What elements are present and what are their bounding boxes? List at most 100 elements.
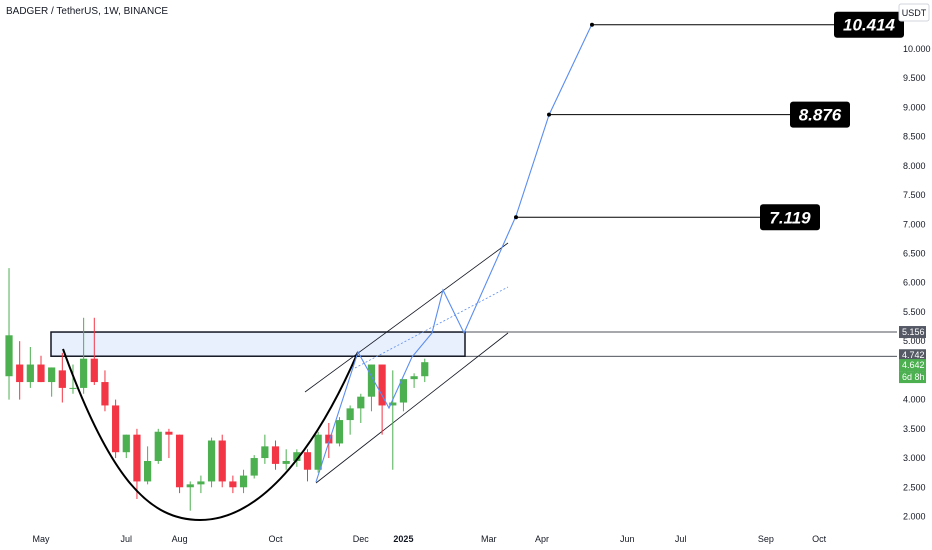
time-tick-label: Sep: [758, 534, 774, 544]
candle-body: [122, 434, 130, 453]
target-label-box: [834, 11, 904, 38]
candle-body: [229, 481, 237, 488]
time-tick-label: Oct: [812, 534, 827, 544]
candle-body: [389, 402, 397, 406]
candle-body: [303, 452, 312, 470]
candle-body: [16, 364, 24, 383]
time-tick-label: Jul: [121, 534, 133, 544]
time-tick-label: Apr: [535, 534, 549, 544]
price-tick-label: 10.000: [903, 44, 931, 54]
target-label-box: [790, 101, 850, 128]
candle-body: [90, 358, 98, 383]
candle-body: [37, 364, 45, 383]
candle-body: [154, 431, 162, 461]
chart-title: BADGER / TetherUS, 1W, BINANCE: [6, 6, 168, 17]
price-axis[interactable]: 2.0002.5003.0003.5004.0004.5005.0005.500…: [903, 44, 931, 522]
candle-body: [293, 452, 301, 461]
channel-upper-line: [304, 242, 509, 393]
last-price-tag: 4.642: [902, 360, 925, 370]
price-tick-label: 5.500: [903, 307, 926, 317]
price-tick-label: 9.500: [903, 73, 926, 83]
projection-group: [315, 23, 593, 483]
candle-body: [325, 434, 333, 444]
resistance-zone-box: [50, 331, 466, 357]
time-tick-label: Mar: [481, 534, 497, 544]
candle-body: [357, 396, 365, 409]
candle-body: [69, 387, 77, 389]
candle-body: [58, 370, 66, 388]
resistance-zone-group: [50, 331, 897, 357]
candles-group: [5, 268, 429, 511]
price-tick-label: 2.000: [903, 512, 926, 522]
candle-body: [112, 405, 120, 453]
time-tick-label: Aug: [172, 534, 188, 544]
price-tick-label: 7.000: [903, 219, 926, 229]
targets-group: 7.119 8.876 10.414: [514, 11, 904, 231]
cup-pattern-curve: [62, 348, 359, 522]
zone-bottom-price-tag-bg: [899, 349, 926, 362]
candle-body: [218, 440, 226, 482]
candle-body: [282, 460, 290, 464]
currency-box[interactable]: [898, 3, 930, 22]
channel-lower-line: [315, 332, 509, 484]
time-tick-label: May: [32, 534, 50, 544]
countdown-tag: 6d 8h: [902, 372, 925, 382]
price-tick-label: 6.500: [903, 248, 926, 258]
candle-body: [346, 408, 354, 421]
price-tick-label: 7.500: [903, 190, 926, 200]
price-tick-label: 3.000: [903, 453, 926, 463]
time-tick-label: Jul: [675, 534, 687, 544]
candle-body: [197, 481, 205, 485]
candle-body: [186, 484, 194, 488]
target-label: 10.414: [843, 16, 896, 35]
candle-body: [239, 475, 248, 488]
cup-curve-group: [62, 348, 359, 522]
channel-lines-group: [304, 242, 509, 484]
price-tick-label: 2.500: [903, 482, 926, 492]
candle-body: [80, 358, 88, 388]
projection-path: [315, 23, 593, 483]
time-tick-label: Oct: [269, 534, 284, 544]
price-tick-label: 5.000: [903, 336, 926, 346]
price-tick-label: 4.000: [903, 395, 926, 405]
candle-body: [5, 335, 13, 377]
time-tick-label: Jun: [620, 534, 635, 544]
last-price-tag-bg: [899, 359, 926, 372]
candle-body: [26, 364, 34, 383]
zone-top-price-tag-bg: [899, 326, 926, 339]
time-axis[interactable]: May Jul Aug Oct Dec 2025 Mar Apr Jun Jul Sep Oct: [32, 534, 826, 544]
price-tick-label: 8.000: [903, 161, 926, 171]
candle-body: [48, 367, 56, 383]
price-tick-label: 6.000: [903, 278, 926, 288]
price-tick-label: 8.500: [903, 132, 926, 142]
target-label: 8.876: [799, 106, 842, 125]
channel-mid-dotted-line: [354, 286, 509, 369]
candle-body: [367, 364, 376, 397]
time-tick-label: 2025: [393, 534, 413, 544]
price-tick-label: 3.500: [903, 424, 926, 434]
candle-body: [271, 446, 280, 464]
candle-body: [261, 446, 269, 459]
target-label: 7.119: [769, 208, 811, 227]
candle-body: [165, 431, 173, 435]
price-tick-label: 9.000: [903, 102, 926, 112]
candle-body: [144, 460, 152, 482]
candle-body: [250, 458, 258, 476]
candle-body: [133, 434, 141, 482]
zone-top-price-tag: 5.156: [902, 327, 925, 337]
time-tick-label: Dec: [353, 534, 370, 544]
candle-body: [175, 434, 184, 488]
countdown-tag-bg: [899, 371, 926, 384]
candle-body: [207, 440, 216, 482]
candle-body: [101, 382, 109, 406]
candle-body: [399, 379, 408, 403]
zone-bottom-price-tag: 4.742: [902, 350, 925, 360]
candle-body: [421, 362, 429, 377]
candle-body: [314, 434, 322, 470]
candle-body: [335, 420, 344, 444]
currency-label: USDT: [902, 8, 927, 18]
candle-body: [410, 376, 418, 380]
target-label-box: [760, 204, 820, 231]
